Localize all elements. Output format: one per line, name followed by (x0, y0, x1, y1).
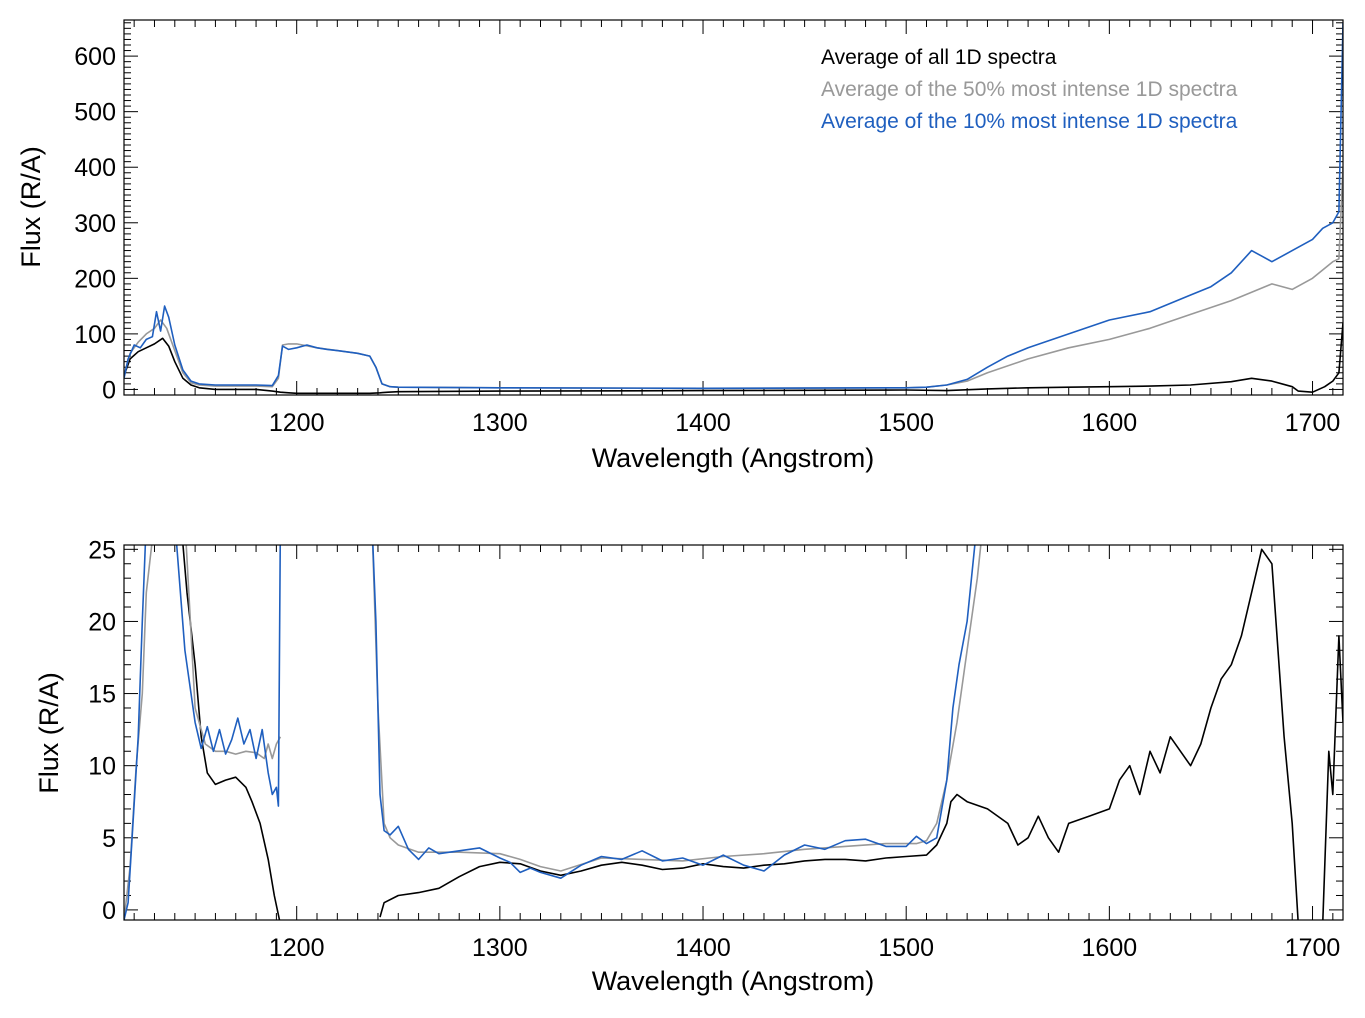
series-line-2 (124, 545, 976, 920)
y-tick-label: 20 (88, 608, 116, 636)
x-tick-label: 1600 (1082, 409, 1138, 437)
x-tick-label: 1300 (472, 409, 528, 437)
bottom-panel-y-axis-title: Flux (R/A) (34, 672, 64, 794)
y-tick-label: 0 (102, 376, 116, 404)
bottom-panel-x-axis-title: Wavelength (Angstrom) (592, 966, 875, 996)
legend-entry-top50: Average of the 50% most intense 1D spect… (821, 78, 1238, 101)
legend: Average of all 1D spectra Average of the… (821, 46, 1238, 133)
x-tick-label: 1500 (878, 409, 934, 437)
y-tick-label: 600 (74, 43, 116, 71)
y-tick-label: 200 (74, 265, 116, 293)
series-line-2 (124, 22, 1343, 390)
bottom-panel: 1200 1300 1400 1500 1600 1700 0 5 10 15 20 25 Wave… (34, 536, 1344, 996)
y-tick-label: 300 (74, 210, 116, 238)
top-panel-y-axis-title: Flux (R/A) (16, 146, 46, 268)
bottom-panel-x-tick-labels: 1200 1300 1400 1500 1600 1700 (269, 934, 1340, 962)
top-panel-frame (123, 19, 1344, 396)
y-tick-label: 5 (102, 825, 116, 853)
x-tick-label: 1200 (269, 409, 325, 437)
y-tick-label: 100 (74, 321, 116, 349)
top-panel-x-tick-labels: 1200 1300 1400 1500 1600 1700 (269, 409, 1340, 437)
x-tick-label: 1600 (1082, 934, 1138, 962)
x-tick-label: 1400 (675, 409, 731, 437)
bottom-panel-lines (124, 545, 1343, 920)
x-tick-label: 1200 (269, 934, 325, 962)
top-panel-x-axis-title: Wavelength (Angstrom) (592, 443, 875, 473)
y-tick-label: 500 (74, 99, 116, 127)
legend-entry-top10: Average of the 10% most intense 1D spect… (821, 110, 1238, 133)
bottom-panel-frame (123, 544, 1344, 921)
y-tick-label: 15 (88, 681, 116, 709)
top-panel: 1200 1300 1400 1500 1600 1700 0 100 200 300 400 50… (16, 19, 1344, 473)
x-tick-label: 1300 (472, 934, 528, 962)
top-panel-ticks (124, 20, 1343, 396)
series-line-1 (124, 545, 982, 920)
top-panel-y-tick-labels: 0 100 200 300 400 500 600 (74, 43, 116, 404)
y-tick-label: 400 (74, 154, 116, 182)
x-tick-label: 1400 (675, 934, 731, 962)
bottom-panel-ticks (124, 545, 1343, 920)
top-panel-lines (124, 22, 1343, 395)
x-tick-label: 1700 (1285, 934, 1341, 962)
series-line-0 (124, 322, 1343, 395)
y-tick-label: 10 (88, 753, 116, 781)
y-tick-label: 25 (88, 536, 116, 564)
x-tick-label: 1700 (1285, 409, 1341, 437)
legend-entry-all: Average of all 1D spectra (821, 46, 1057, 69)
series-line-0 (182, 545, 1343, 920)
bottom-panel-y-tick-labels: 0 5 10 15 20 25 (88, 536, 116, 925)
x-tick-label: 1500 (878, 934, 934, 962)
series-line-1 (124, 167, 1343, 390)
y-tick-label: 0 (102, 897, 116, 925)
